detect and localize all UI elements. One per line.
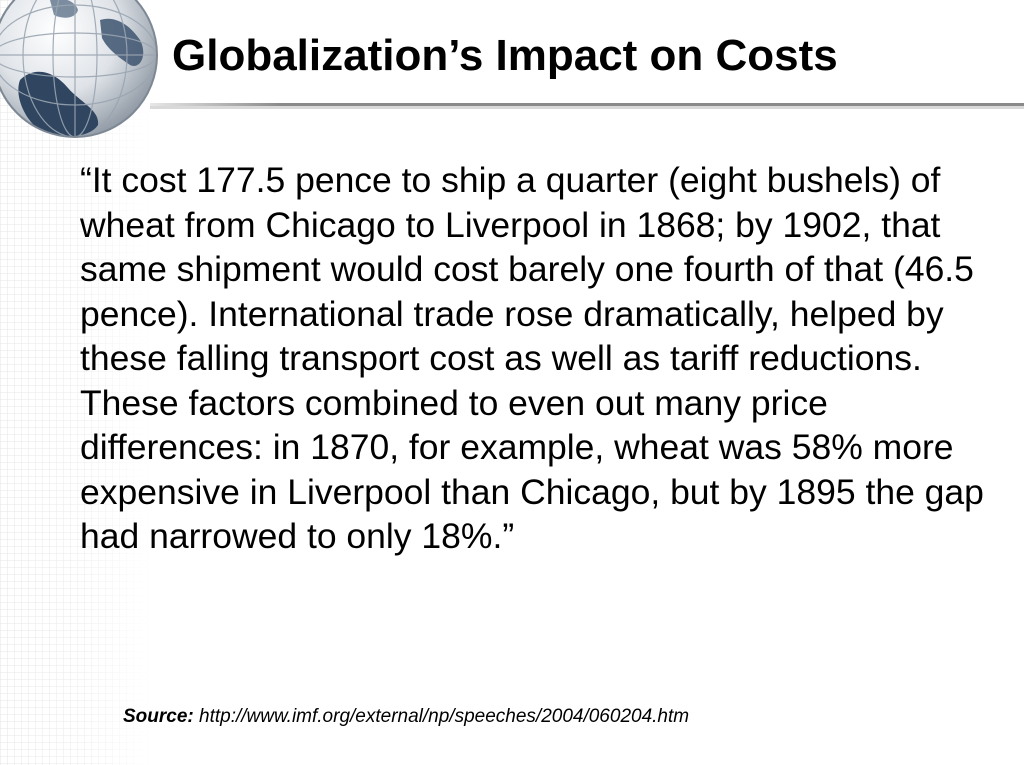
quote-text: “It cost 177.5 pence to ship a quarter (… xyxy=(80,160,984,556)
slide-title: Globalization’s Impact on Costs xyxy=(172,31,838,80)
source-citation: Source: http://www.imf.org/external/np/s… xyxy=(123,704,689,730)
title-divider xyxy=(150,103,1024,109)
source-label: Source: xyxy=(123,706,194,727)
globe-icon xyxy=(0,0,158,138)
source-url[interactable]: http://www.imf.org/external/np/speeches/… xyxy=(199,706,690,727)
